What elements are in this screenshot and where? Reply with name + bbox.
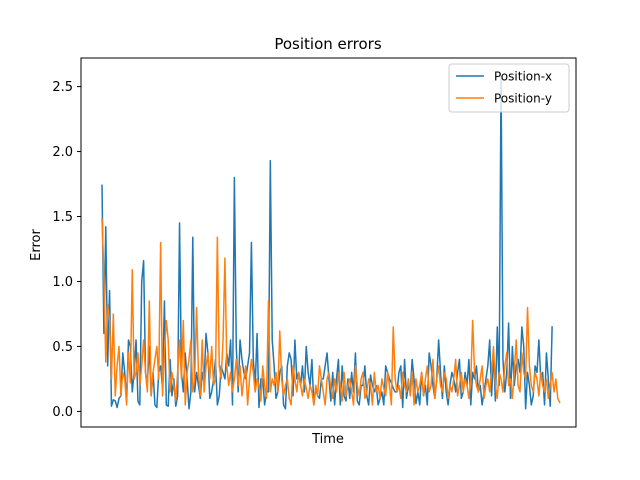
y-tick-label: 0.0	[52, 405, 73, 420]
legend: Position-x Position-y	[448, 63, 570, 113]
legend-label: Position-x	[494, 70, 552, 84]
y-axis-ticks: 0.0 0.5 1.0 1.5 2.0 2.5	[52, 80, 81, 420]
series-line-position-y	[101, 218, 561, 406]
x-axis-label: Time	[311, 432, 344, 447]
y-tick-label: 2.0	[52, 145, 73, 160]
plot-frame	[80, 57, 577, 428]
y-tick-label: 1.0	[52, 275, 73, 290]
y-tick-label: 2.5	[52, 80, 73, 95]
legend-label: Position-y	[494, 92, 552, 106]
series-lines	[101, 75, 561, 410]
series-line-position-x	[101, 75, 553, 410]
y-tick-label: 1.5	[52, 210, 73, 225]
chart-title: Position errors	[274, 35, 381, 53]
y-axis-label: Error	[29, 229, 44, 261]
y-tick-label: 0.5	[52, 340, 73, 355]
